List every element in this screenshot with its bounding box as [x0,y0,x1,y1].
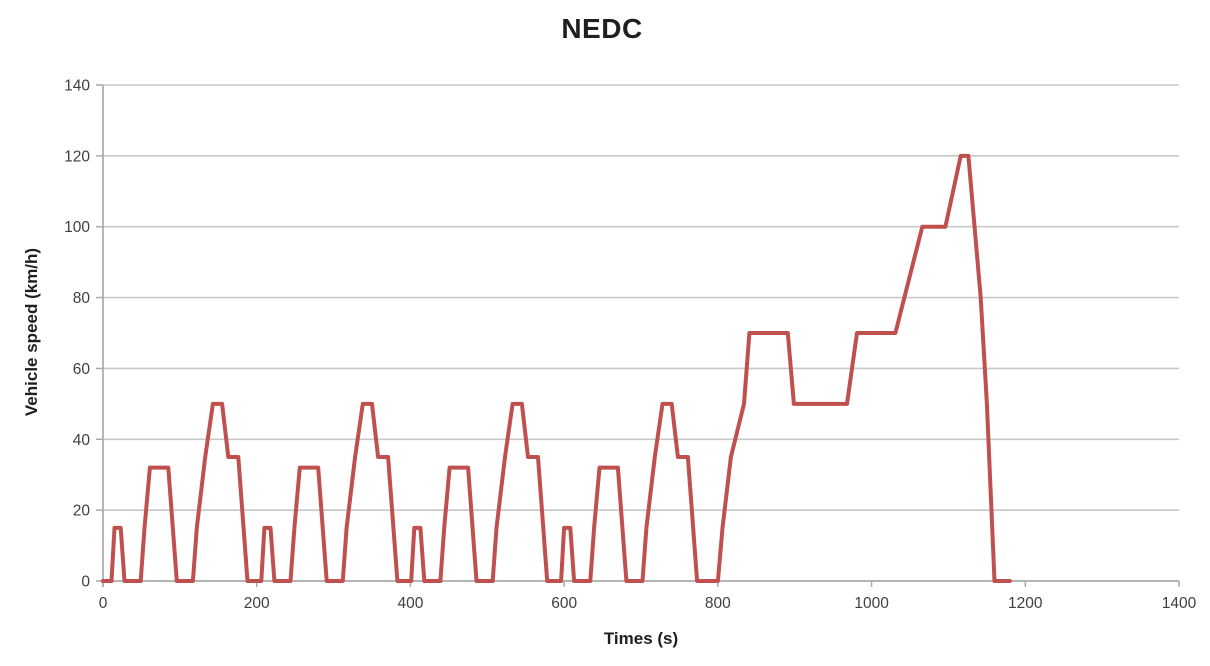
y-tick-label-120: 120 [64,148,90,165]
x-axis-title: Times (s) [603,629,679,648]
chart-title: NEDC [561,13,643,44]
x-tick-label-200: 200 [244,595,270,612]
series-line-nedc [101,153,1012,583]
y-tick-label-0: 0 [81,574,90,591]
x-tick-label-1400: 1400 [1162,595,1197,612]
y-tick-label-100: 100 [64,219,90,236]
x-tick-label-0: 0 [99,595,108,612]
x-tick-label-400: 400 [397,595,423,612]
y-tick-label-40: 40 [73,432,91,449]
y-tick-label-80: 80 [73,290,91,307]
x-tick-label-600: 600 [551,595,577,612]
y-tick-label-60: 60 [73,361,91,378]
x-tick-label-1000: 1000 [854,595,889,612]
y-tick-label-140: 140 [64,78,90,95]
x-tick-label-800: 800 [705,595,731,612]
y-tick-label-20: 20 [73,503,91,520]
x-tick-label-1200: 1200 [1008,595,1043,612]
